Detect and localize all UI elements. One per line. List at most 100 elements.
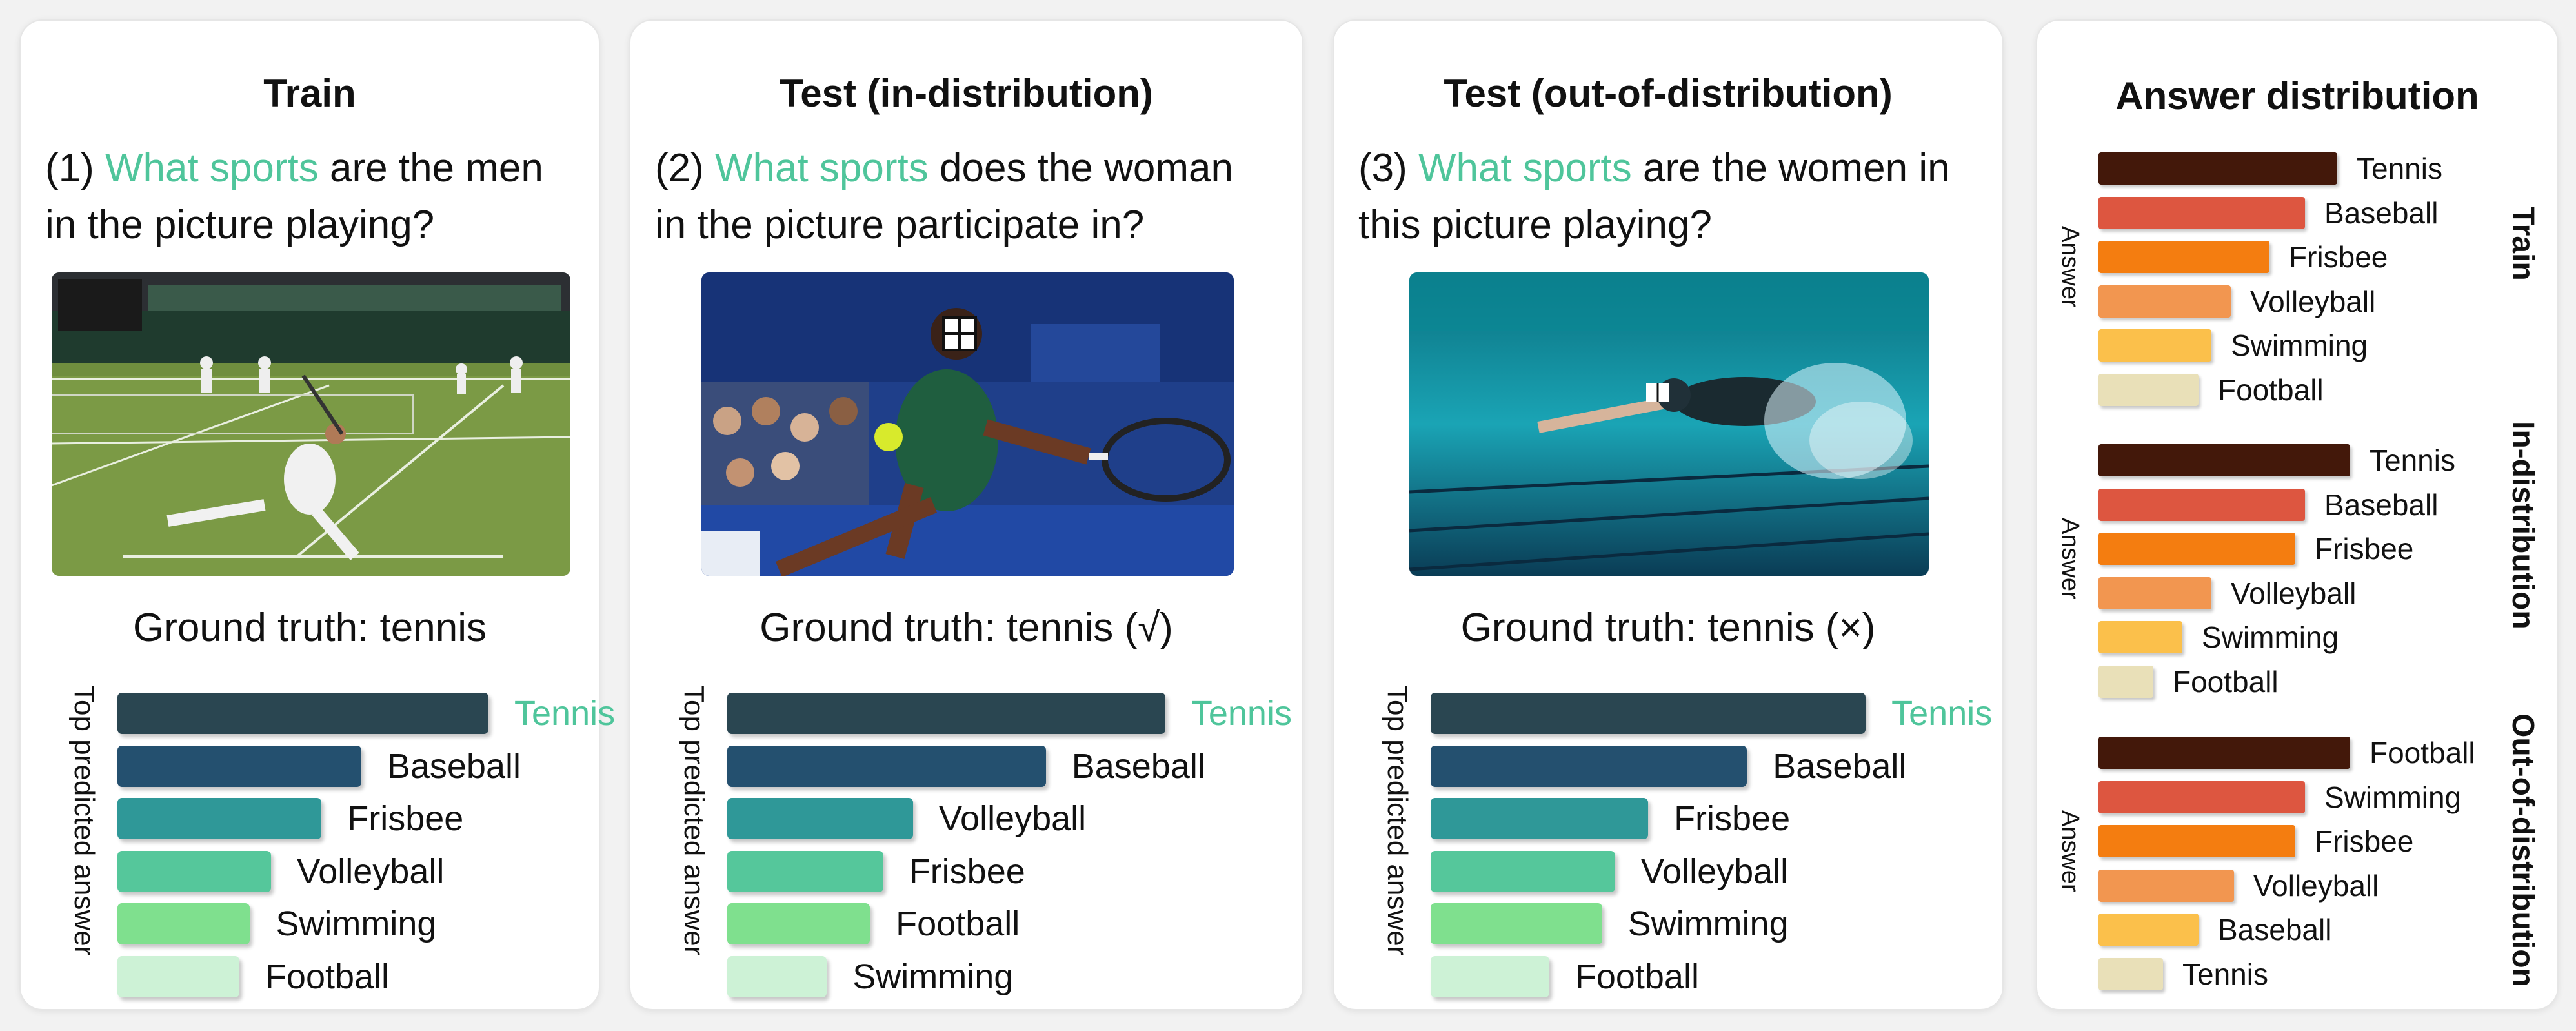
dist-bar-frisbee	[2098, 825, 2295, 857]
bar-label-frisbee: Frisbee	[909, 852, 1025, 891]
question-text: (1) What sports are the men in the pictu…	[45, 140, 543, 254]
bar-tennis	[727, 693, 1165, 734]
dist-bar-label-volleyball: Volleyball	[2231, 576, 2357, 610]
panel-title: Test (in-distribution)	[780, 72, 1153, 115]
distribution-section-in-distribution: Tennis Baseball Frisbee Volleyball Swimming F…	[2037, 421, 2560, 705]
bar-label-football: Football	[896, 904, 1020, 943]
dist-bar-label-football: Football	[2218, 373, 2324, 407]
dist-bar-swimming	[2098, 621, 2182, 653]
bar-label-tennis: Tennis	[514, 694, 616, 733]
question-text: (3) What sports are the women in this pi…	[1358, 140, 1950, 254]
bar-label-baseball: Baseball	[1773, 746, 1907, 786]
bar-label-baseball: Baseball	[387, 746, 521, 786]
bar-football	[117, 955, 239, 997]
dist-bar-label-swimming: Swimming	[2202, 620, 2339, 654]
dist-bar-label-swimming: Swimming	[2231, 329, 2368, 362]
bar-swimming	[1431, 903, 1602, 944]
dist-bar-football	[2098, 665, 2153, 698]
dist-bar-baseball	[2098, 488, 2305, 521]
question-number: (3)	[1358, 146, 1418, 190]
dist-bar-tennis	[2098, 152, 2337, 185]
dist-bar-label-volleyball: Volleyball	[2250, 284, 2376, 318]
question-highlight: What sports	[715, 146, 929, 190]
dist-bar-label-football: Football	[2173, 664, 2279, 699]
question-line2: this picture playing?	[1358, 203, 1712, 247]
dist-bar-label-baseball: Baseball	[2218, 913, 2332, 946]
question-line1-rest: are the men	[318, 146, 543, 190]
bar-label-swimming: Swimming	[276, 904, 437, 943]
dist-bar-volleyball	[2098, 577, 2211, 609]
tennis-player-photo	[701, 272, 1234, 576]
bar-label-baseball: Baseball	[1071, 746, 1205, 786]
bar-label-swimming: Swimming	[852, 957, 1014, 996]
bar-swimming	[727, 955, 827, 997]
test-out-of-distribution-panel: Test (out-of-distribution) (3) What spor…	[1333, 19, 2004, 1010]
top-predicted-answer-chart: Top predicted answer Tennis Baseball Volle…	[659, 686, 1295, 1021]
panel-title: Test (out-of-distribution)	[1444, 72, 1893, 115]
distribution-title: Answer distribution	[2115, 74, 2479, 117]
dist-bar-tennis	[2098, 444, 2350, 476]
dist-bar-tennis	[2098, 957, 2163, 990]
question-number: (1)	[45, 146, 105, 190]
axis-label: Top predicted answer	[1382, 686, 1413, 956]
bar-football	[1431, 955, 1549, 997]
dist-bar-label-frisbee: Frisbee	[2315, 824, 2414, 858]
question-line1-rest: does the woman	[928, 146, 1233, 190]
panel-title: Train	[263, 72, 356, 115]
question-line1-rest: are the women in	[1631, 146, 1950, 190]
bar-volleyball	[727, 798, 913, 839]
dist-bar-football	[2098, 373, 2199, 406]
distribution-section-out-of-distribution: Football Swimming Frisbee Volleyball Basebal…	[2037, 713, 2560, 997]
distribution-section-train: Tennis Baseball Frisbee Volleyball Swimming F…	[2037, 129, 2560, 413]
dist-bar-volleyball	[2098, 869, 2234, 902]
dist-bar-baseball	[2098, 914, 2199, 946]
dist-bar-football	[2098, 737, 2350, 769]
bar-label-football: Football	[265, 957, 390, 996]
dist-bar-baseball	[2098, 196, 2305, 229]
dist-bar-label-swimming: Swimming	[2324, 780, 2462, 814]
dist-bar-label-tennis: Tennis	[2370, 444, 2455, 477]
swimmer-photo	[1409, 272, 1929, 576]
bar-label-volleyball: Volleyball	[297, 852, 445, 891]
dist-bar-swimming	[2098, 781, 2305, 813]
bar-label-volleyball: Volleyball	[1641, 852, 1789, 891]
dist-section-label: Train	[2506, 207, 2540, 281]
train-panel: Train (1) What sports are the men in the…	[19, 19, 615, 1010]
bar-volleyball	[1431, 850, 1615, 892]
bar-baseball	[727, 745, 1046, 787]
dist-bar-swimming	[2098, 329, 2211, 362]
bar-frisbee	[117, 798, 322, 839]
dist-bar-label-frisbee: Frisbee	[2315, 532, 2414, 566]
bar-frisbee	[1431, 798, 1649, 839]
question-text: (2) What sports does the woman in the pi…	[655, 140, 1233, 254]
dist-bar-frisbee	[2098, 241, 2269, 273]
ground-truth-label: Ground truth: tennis	[133, 606, 487, 650]
bar-label-frisbee: Frisbee	[1674, 799, 1791, 838]
question-line2: in the picture playing?	[45, 203, 435, 247]
bar-baseball	[117, 745, 361, 787]
bar-label-swimming: Swimming	[1627, 904, 1789, 943]
answer-distribution-panel: Answer distribution Tennis Baseball Frisbe…	[2036, 19, 2559, 1010]
top-predicted-answer-chart: Top predicted answer Tennis Baseball Frisb…	[1363, 686, 1995, 1021]
bar-tennis	[117, 693, 488, 734]
bar-volleyball	[117, 850, 272, 892]
axis-label: Top predicted answer	[678, 686, 710, 956]
question-highlight: What sports	[1418, 146, 1632, 190]
bar-baseball	[1431, 745, 1747, 787]
top-predicted-answer-chart: Top predicted answer Tennis Baseball Frisb…	[50, 686, 615, 1021]
ground-truth-label: Ground truth: tennis (√)	[760, 606, 1173, 650]
dist-bar-label-volleyball: Volleyball	[2253, 868, 2379, 903]
dist-bar-label-frisbee: Frisbee	[2289, 240, 2388, 274]
dist-bar-label-football: Football	[2370, 736, 2475, 770]
dist-bar-label-tennis: Tennis	[2357, 152, 2442, 185]
dist-bar-label-baseball: Baseball	[2324, 196, 2439, 230]
dist-bar-label-tennis: Tennis	[2182, 957, 2268, 991]
dist-axis-label: Answer	[2057, 226, 2084, 308]
bar-tennis	[1431, 693, 1866, 734]
dist-section-label: Out-of-distribution	[2506, 713, 2540, 987]
bar-swimming	[117, 903, 250, 944]
axis-label: Top predicted answer	[68, 686, 100, 956]
bar-label-frisbee: Frisbee	[347, 799, 464, 838]
bar-label-tennis: Tennis	[1891, 694, 1993, 733]
test-in-distribution-panel: Test (in-distribution) (2) What sports d…	[629, 19, 1303, 1010]
